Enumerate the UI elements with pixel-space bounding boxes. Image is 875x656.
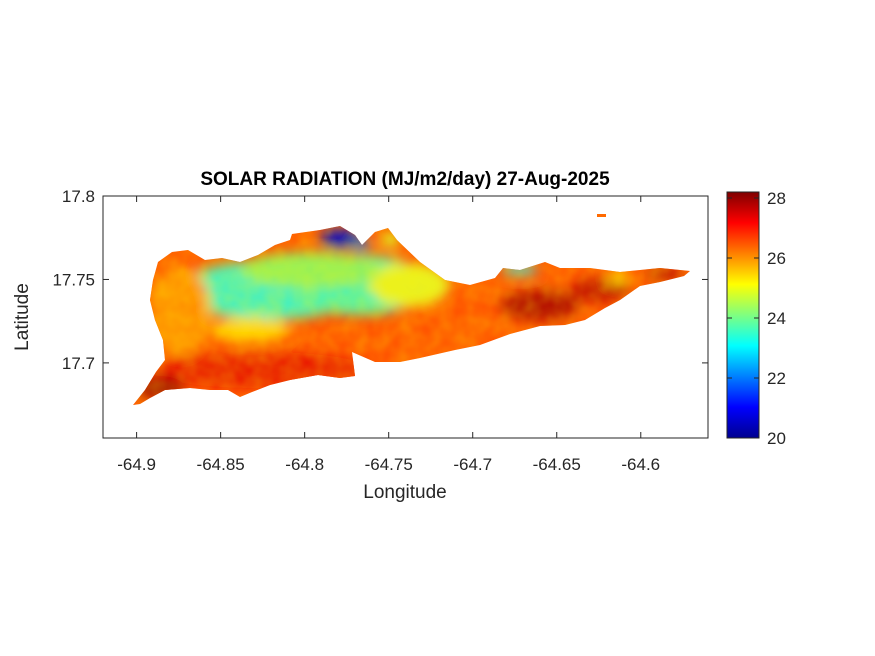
x-tick-label: -64.8 [285,455,324,474]
colorbar-tick-label: 24 [767,309,786,328]
chart-title: SOLAR RADIATION (MJ/m2/day) 27-Aug-2025 [200,169,610,190]
small-islet [597,214,606,217]
y-tick-label: 17.75 [52,270,95,289]
x-tick-label: -64.65 [533,455,581,474]
colorbar-tick-label: 20 [767,429,786,448]
x-tick-label: -64.7 [453,455,492,474]
plot-frame [102,195,709,439]
colorbar-tick-label: 26 [767,249,786,268]
x-tick-label: -64.9 [117,455,156,474]
colorbar-tick-label: 22 [767,369,786,388]
y-tick-label: 17.8 [62,187,95,206]
y-axis-label: Latitude [12,283,33,351]
y-tick-label: 17.7 [62,354,95,373]
x-axis-label: Longitude [363,482,446,503]
y-axis-ticks: 17.7 17.75 17.8 [52,187,708,373]
x-tick-label: -64.75 [365,455,413,474]
x-tick-label: -64.85 [197,455,245,474]
colorbar-ticks: 20 22 24 26 28 [727,189,786,448]
colorbar [726,191,760,439]
colorbar-tick-label: 28 [767,189,786,208]
x-axis-ticks: -64.9 -64.85 -64.8 -64.75 -64.7 -64.65 -64.6 [117,196,660,474]
x-tick-label: -64.6 [621,455,660,474]
